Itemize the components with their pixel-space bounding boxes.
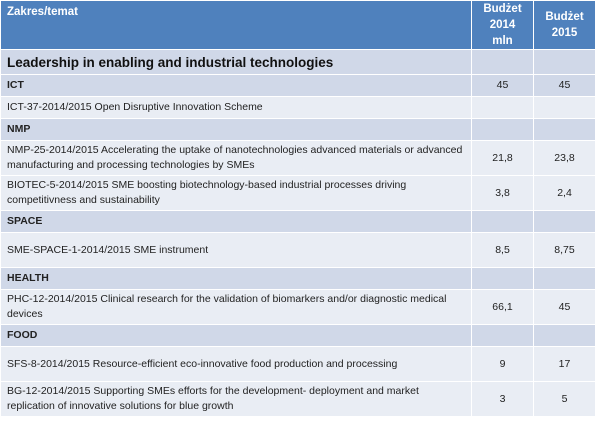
topic-cell: BG-12-2014/2015 Supporting SMEs efforts … [0, 381, 472, 417]
budget-2015-cell: 45 [533, 289, 595, 325]
budget-2014-cell: 45 [471, 74, 534, 97]
budget-2014-cell: 3,8 [471, 175, 534, 211]
topic-cell: SME-SPACE-1-2014/2015 SME instrument [0, 232, 472, 268]
header-budget-2014-line1: Budżet [483, 3, 522, 15]
header-budget-2014: Budżet 2014 mln [471, 0, 534, 50]
budget-2014-cell: 9 [471, 346, 534, 382]
topic-cell: NMP-25-2014/2015 Accelerating the uptake… [0, 140, 472, 176]
category-row: FOOD [0, 324, 595, 347]
budget-2015-cell: 17 [533, 346, 595, 382]
budget-table: Zakres/temat Budżet 2014 mln Budżet 2015… [0, 0, 595, 417]
category-row: SPACE [0, 210, 595, 233]
budget-2015-cell: 8,75 [533, 232, 595, 268]
category-topic: HEALTH [0, 267, 472, 290]
table-row: PHC-12-2014/2015 Clinical research for t… [0, 289, 595, 325]
table-row: SFS-8-2014/2015 Resource-efficient eco-i… [0, 346, 595, 382]
table-header-row: Zakres/temat Budżet 2014 mln Budżet 2015 [0, 0, 595, 50]
header-budget-2015: Budżet 2015 [533, 0, 595, 50]
budget-2014-cell [471, 267, 534, 290]
category-row: ICT 45 45 [0, 74, 595, 97]
table-row: ICT-37-2014/2015 Open Disruptive Innovat… [0, 96, 595, 119]
category-row: HEALTH [0, 267, 595, 290]
topic-cell: SFS-8-2014/2015 Resource-efficient eco-i… [0, 346, 472, 382]
budget-2014-cell [471, 96, 534, 119]
budget-2015-cell: 45 [533, 74, 595, 97]
section-budget-2014 [471, 49, 534, 75]
section-budget-2015 [533, 49, 595, 75]
category-topic: ICT [0, 74, 472, 97]
header-topic: Zakres/temat [0, 0, 472, 50]
budget-2015-cell: 2,4 [533, 175, 595, 211]
budget-2014-cell [471, 118, 534, 141]
category-topic: NMP [0, 118, 472, 141]
topic-cell: BIOTEC-5-2014/2015 SME boosting biotechn… [0, 175, 472, 211]
budget-2014-cell: 21,8 [471, 140, 534, 176]
header-budget-2015-line2: 2015 [551, 27, 578, 39]
budget-2015-cell [533, 267, 595, 290]
budget-2015-cell: 23,8 [533, 140, 595, 176]
topic-cell: ICT-37-2014/2015 Open Disruptive Innovat… [0, 96, 472, 119]
category-topic: SPACE [0, 210, 472, 233]
budget-2015-cell: 5 [533, 381, 595, 417]
budget-2014-cell: 66,1 [471, 289, 534, 325]
header-budget-2014-line2: 2014 mln [489, 19, 516, 47]
budget-2014-cell [471, 210, 534, 233]
topic-cell: PHC-12-2014/2015 Clinical research for t… [0, 289, 472, 325]
table-row: BG-12-2014/2015 Supporting SMEs efforts … [0, 381, 595, 417]
budget-2014-cell: 8,5 [471, 232, 534, 268]
budget-2015-cell [533, 96, 595, 119]
table-row: BIOTEC-5-2014/2015 SME boosting biotechn… [0, 175, 595, 211]
category-topic: FOOD [0, 324, 472, 347]
category-row: NMP [0, 118, 595, 141]
budget-2014-cell: 3 [471, 381, 534, 417]
section-title: Leadership in enabling and industrial te… [0, 49, 472, 75]
budget-2015-cell [533, 324, 595, 347]
budget-2015-cell [533, 118, 595, 141]
table-row: SME-SPACE-1-2014/2015 SME instrument 8,5… [0, 232, 595, 268]
section-row: Leadership in enabling and industrial te… [0, 49, 595, 75]
table-row: NMP-25-2014/2015 Accelerating the uptake… [0, 140, 595, 176]
header-budget-2015-line1: Budżet [545, 11, 584, 23]
budget-2015-cell [533, 210, 595, 233]
budget-2014-cell [471, 324, 534, 347]
